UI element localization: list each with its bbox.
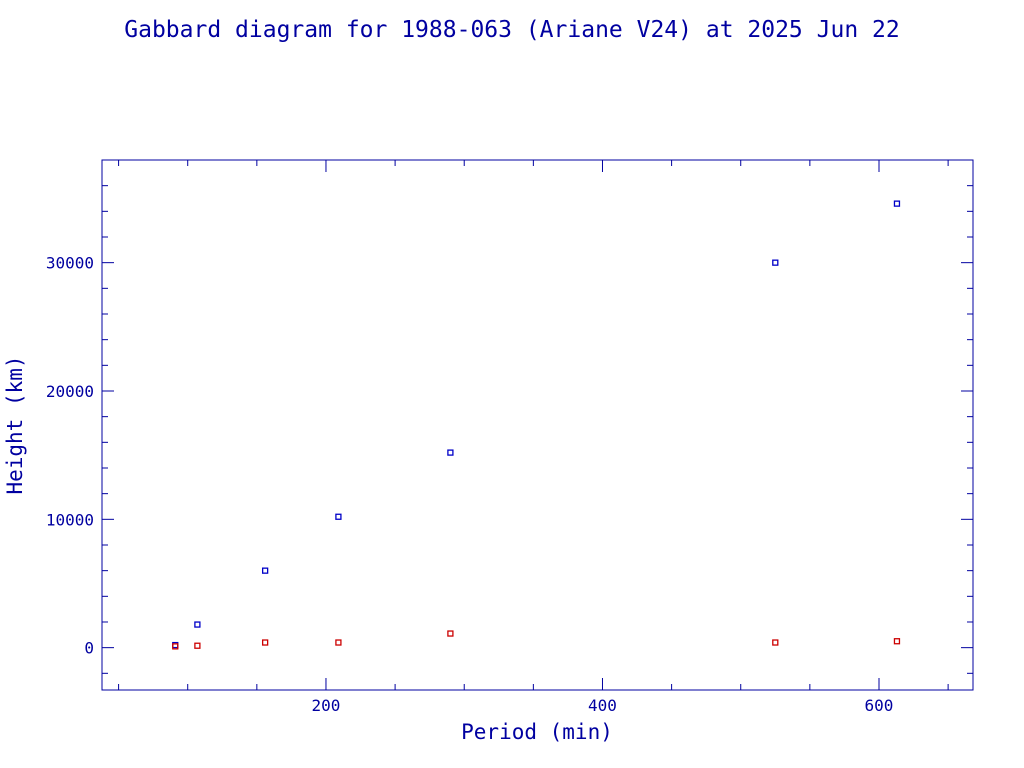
y-axis-label: Height (km) [3,355,27,494]
x-tick-label: 600 [865,696,894,715]
y-tick-label: 20000 [46,382,94,401]
chart-title: Gabbard diagram for 1988-063 (Ariane V24… [124,17,899,43]
apogee-point [447,449,454,456]
x-axis-label: Period (min) [461,720,613,744]
perigee-point [893,638,901,645]
apogee-point [194,621,201,628]
apogee-point [261,567,269,574]
data-points [172,200,901,650]
x-tick-label: 400 [588,696,617,715]
plot-frame [101,159,974,691]
apogee-point [772,259,779,266]
x-tick-label: 200 [312,696,341,715]
axis-tick-labels: 200 400 600 0 10000 20000 30000 [46,254,894,715]
perigee-point [172,643,179,650]
perigee-point [194,642,201,649]
y-tick-label: 10000 [46,510,94,529]
perigee-point [261,639,269,646]
apogee-point [335,513,342,520]
y-tick-label: 30000 [46,254,94,273]
perigee-point [447,630,454,637]
perigee-point [772,639,779,646]
perigee-point [335,639,342,646]
axis-ticks [102,159,973,690]
apogee-point [893,200,901,207]
y-tick-label: 0 [84,639,94,658]
